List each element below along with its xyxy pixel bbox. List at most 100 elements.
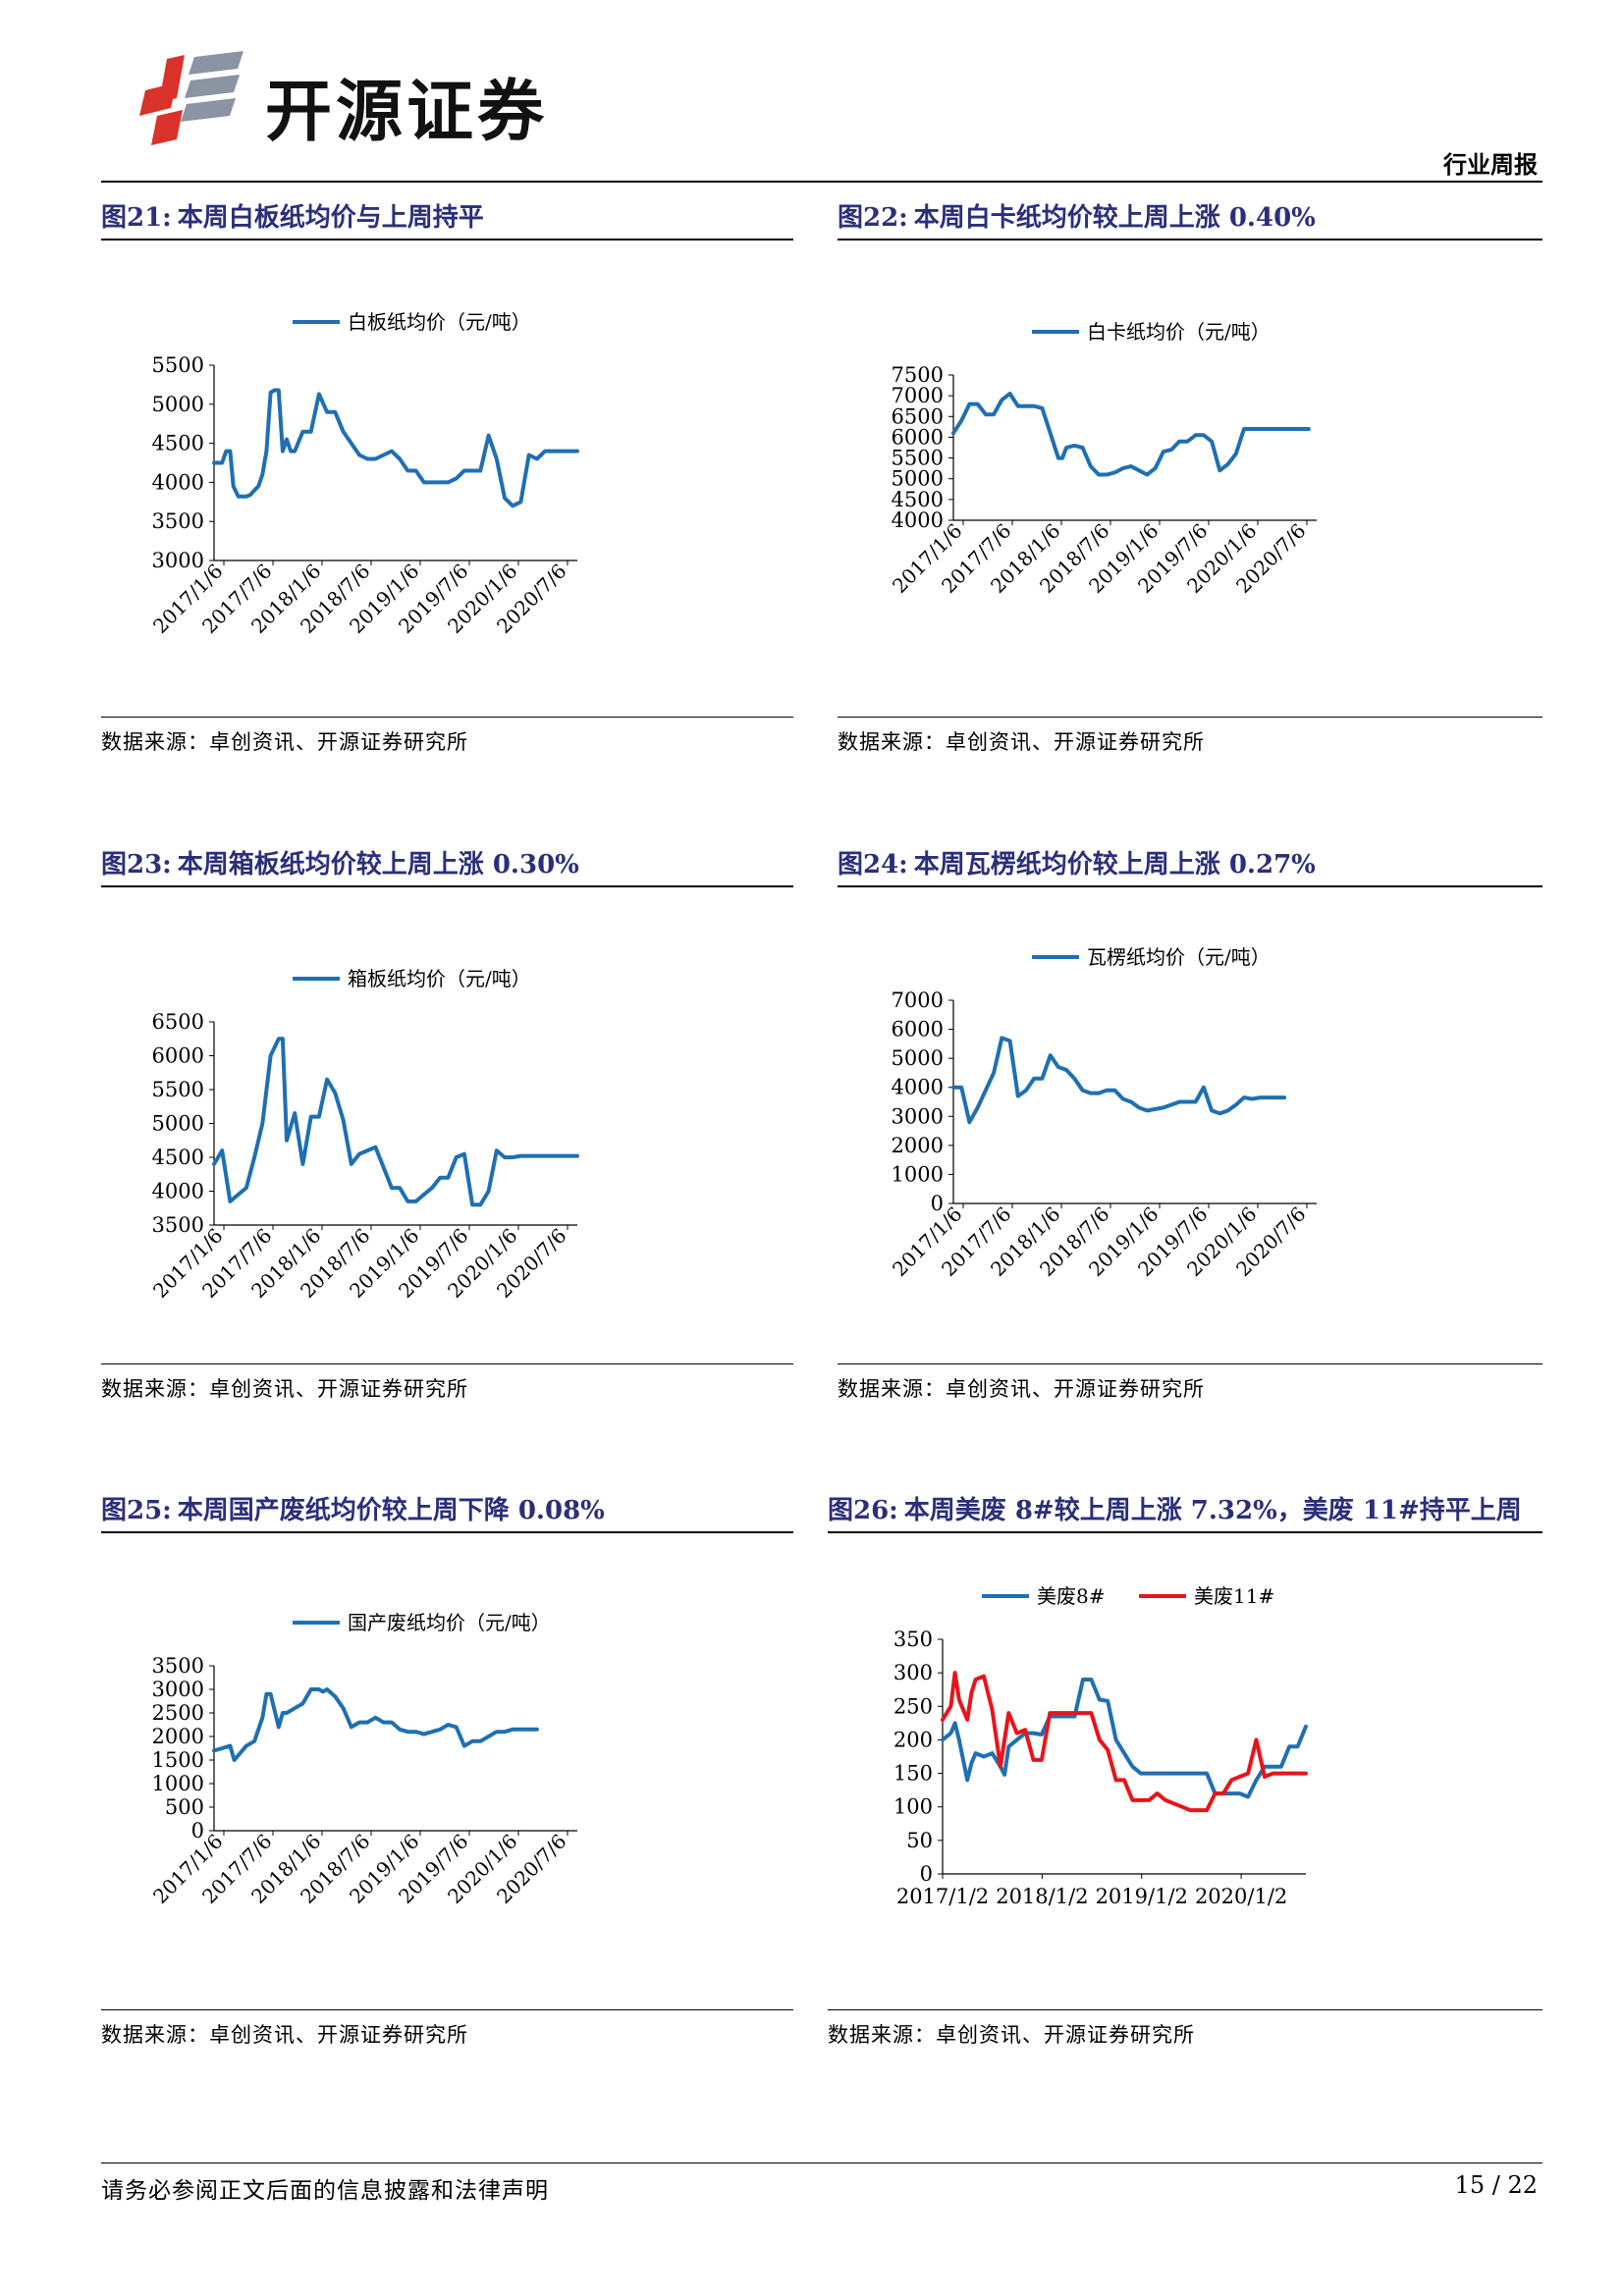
y-tick-label: 4000 bbox=[892, 1076, 944, 1099]
y-tick-label: 2500 bbox=[152, 1701, 204, 1725]
y-tick-label: 1000 bbox=[152, 1772, 204, 1795]
figure-number: 图26: bbox=[828, 1496, 898, 1525]
chart-legend: 白卡纸均价（元/吨） bbox=[1032, 320, 1271, 344]
y-tick-label: 50 bbox=[906, 1829, 933, 1852]
chart-fig26: 美废8# 美废11# 0 50 100 150 200 250 300 350 2017/1/2 20… bbox=[893, 1584, 1308, 1908]
figure-caption: 本周国产废纸均价较上周下降 0.08% bbox=[177, 1496, 605, 1525]
figure-caption: 本周箱板纸均价较上周上涨 0.30% bbox=[177, 850, 579, 880]
figure-number: 图22: bbox=[838, 203, 908, 233]
y-tick-label: 150 bbox=[893, 1762, 933, 1786]
y-tick-label: 6000 bbox=[892, 425, 944, 449]
chart-fig21: 白板纸均价（元/吨）3000350040004500500055002017/1… bbox=[148, 310, 579, 638]
chart-fig22: 白卡纸均价（元/吨） 400045005000550060006500700075… bbox=[888, 320, 1317, 598]
chart-legend: 国产废纸均价（元/吨） bbox=[293, 1611, 551, 1634]
y-tick-label: 350 bbox=[893, 1628, 933, 1651]
y-tick-label: 4000 bbox=[892, 508, 944, 532]
source-divider bbox=[101, 717, 793, 718]
y-tick-label: 7500 bbox=[892, 363, 944, 387]
logo-mark-icon bbox=[139, 51, 244, 145]
data-source: 数据来源：卓创资讯、开源证券研究所 bbox=[101, 2023, 468, 2047]
figure-caption: 本周白卡纸均价较上周上涨 0.40% bbox=[913, 203, 1316, 233]
legend-label: 箱板纸均价（元/吨） bbox=[348, 967, 531, 990]
brand-name: 开源证券 bbox=[265, 74, 549, 151]
series-line bbox=[951, 392, 1311, 477]
y-tick-label: 0 bbox=[920, 1862, 933, 1886]
y-tick-label: 300 bbox=[893, 1661, 933, 1684]
data-source: 数据来源：卓创资讯、开源证券研究所 bbox=[101, 1377, 468, 1401]
y-tick-label: 6500 bbox=[152, 1010, 204, 1034]
data-source: 数据来源：卓创资讯、开源证券研究所 bbox=[828, 2023, 1195, 2047]
y-tick-label: 4500 bbox=[152, 1146, 204, 1169]
chart-legend: 瓦楞纸均价（元/吨） bbox=[1032, 945, 1271, 969]
figure-caption: 本周白板纸均价与上周持平 bbox=[177, 203, 484, 233]
y-tick-label: 3000 bbox=[152, 1678, 204, 1701]
figure-caption: 本周美废 8#较上周上涨 7.32%，美废 11#持平上周 bbox=[903, 1496, 1522, 1525]
y-tick-label: 5500 bbox=[892, 447, 944, 470]
x-tick-label: 2019/1/2 bbox=[1096, 1885, 1188, 1908]
source-divider bbox=[828, 2009, 1543, 2010]
y-tick-label: 0 bbox=[931, 1192, 944, 1215]
y-tick-label: 4500 bbox=[892, 488, 944, 511]
header-divider bbox=[101, 181, 1543, 183]
figure-number: 图21: bbox=[101, 203, 172, 233]
y-tick-label: 6000 bbox=[152, 1044, 204, 1068]
series-line bbox=[941, 1671, 1308, 1813]
source-divider bbox=[838, 717, 1543, 718]
y-tick-label: 5500 bbox=[152, 353, 204, 377]
x-tick-label: 2017/1/2 bbox=[896, 1885, 989, 1908]
y-tick-label: 5000 bbox=[892, 1046, 944, 1070]
y-tick-label: 4000 bbox=[152, 470, 204, 494]
y-tick-label: 5500 bbox=[152, 1078, 204, 1101]
y-tick-label: 100 bbox=[893, 1795, 933, 1819]
figure-title: 图22: 本周白卡纸均价较上周上涨 0.40% bbox=[838, 199, 1543, 240]
chart-fig23: 箱板纸均价（元/吨）350040004500500055006000650020… bbox=[148, 967, 579, 1303]
y-tick-label: 3000 bbox=[152, 549, 204, 572]
y-tick-label: 1000 bbox=[892, 1162, 944, 1186]
figure-number: 图25: bbox=[101, 1496, 172, 1525]
figure-title: 图25: 本周国产废纸均价较上周下降 0.08% bbox=[101, 1492, 793, 1533]
y-tick-label: 3500 bbox=[152, 509, 204, 533]
legend-label: 白卡纸均价（元/吨） bbox=[1087, 320, 1271, 344]
y-tick-label: 7000 bbox=[892, 988, 944, 1012]
y-tick-label: 3000 bbox=[892, 1104, 944, 1128]
y-tick-label: 250 bbox=[893, 1694, 933, 1718]
y-tick-label: 3500 bbox=[152, 1213, 204, 1237]
legend-label: 国产废纸均价（元/吨） bbox=[348, 1611, 551, 1634]
figure-caption: 本周瓦楞纸均价较上周上涨 0.27% bbox=[913, 850, 1316, 880]
figure-number: 图24: bbox=[838, 850, 908, 880]
y-tick-label: 7000 bbox=[892, 384, 944, 407]
section-label: 行业周报 bbox=[1443, 150, 1538, 179]
company-logo: 开源证券 bbox=[137, 51, 609, 151]
data-source: 数据来源：卓创资讯、开源证券研究所 bbox=[838, 730, 1205, 754]
y-tick-label: 4000 bbox=[152, 1180, 204, 1203]
source-divider bbox=[838, 1363, 1543, 1364]
y-tick-label: 5000 bbox=[152, 1112, 204, 1136]
source-divider bbox=[101, 1363, 793, 1364]
y-tick-label: 2000 bbox=[892, 1134, 944, 1157]
legend-label: 白板纸均价（元/吨） bbox=[348, 310, 531, 334]
legend-label: 美废8# bbox=[1037, 1584, 1105, 1608]
y-tick-label: 500 bbox=[165, 1795, 204, 1819]
series-line bbox=[951, 1036, 1287, 1125]
y-tick-label: 5000 bbox=[892, 467, 944, 491]
y-tick-label: 0 bbox=[191, 1819, 204, 1842]
y-tick-label: 1500 bbox=[152, 1748, 204, 1772]
legend-label: 瓦楞纸均价（元/吨） bbox=[1087, 945, 1271, 969]
figure-title: 图23: 本周箱板纸均价较上周上涨 0.30% bbox=[101, 846, 793, 887]
y-tick-label: 3500 bbox=[152, 1654, 204, 1678]
y-tick-label: 6000 bbox=[892, 1018, 944, 1041]
series-line bbox=[212, 1687, 539, 1762]
figure-title: 图26: 本周美废 8#较上周上涨 7.32%，美废 11#持平上周 bbox=[828, 1492, 1543, 1533]
footer-disclaimer: 请务必参阅正文后面的信息披露和法律声明 bbox=[101, 2178, 549, 2204]
y-tick-label: 200 bbox=[893, 1728, 933, 1751]
chart-legend: 箱板纸均价（元/吨） bbox=[293, 967, 531, 990]
figure-number: 图23: bbox=[101, 850, 172, 880]
series-line bbox=[212, 1037, 579, 1207]
chart-fig24: 瓦楞纸均价（元/吨）010002000300040005000600070002… bbox=[888, 945, 1317, 1281]
data-source: 数据来源：卓创资讯、开源证券研究所 bbox=[101, 730, 468, 754]
x-tick-label: 2018/1/2 bbox=[996, 1885, 1088, 1908]
source-divider bbox=[101, 2009, 793, 2010]
y-tick-label: 2000 bbox=[152, 1725, 204, 1748]
figure-title: 图21: 本周白板纸均价与上周持平 bbox=[101, 199, 793, 240]
data-source: 数据来源：卓创资讯、开源证券研究所 bbox=[838, 1377, 1205, 1401]
